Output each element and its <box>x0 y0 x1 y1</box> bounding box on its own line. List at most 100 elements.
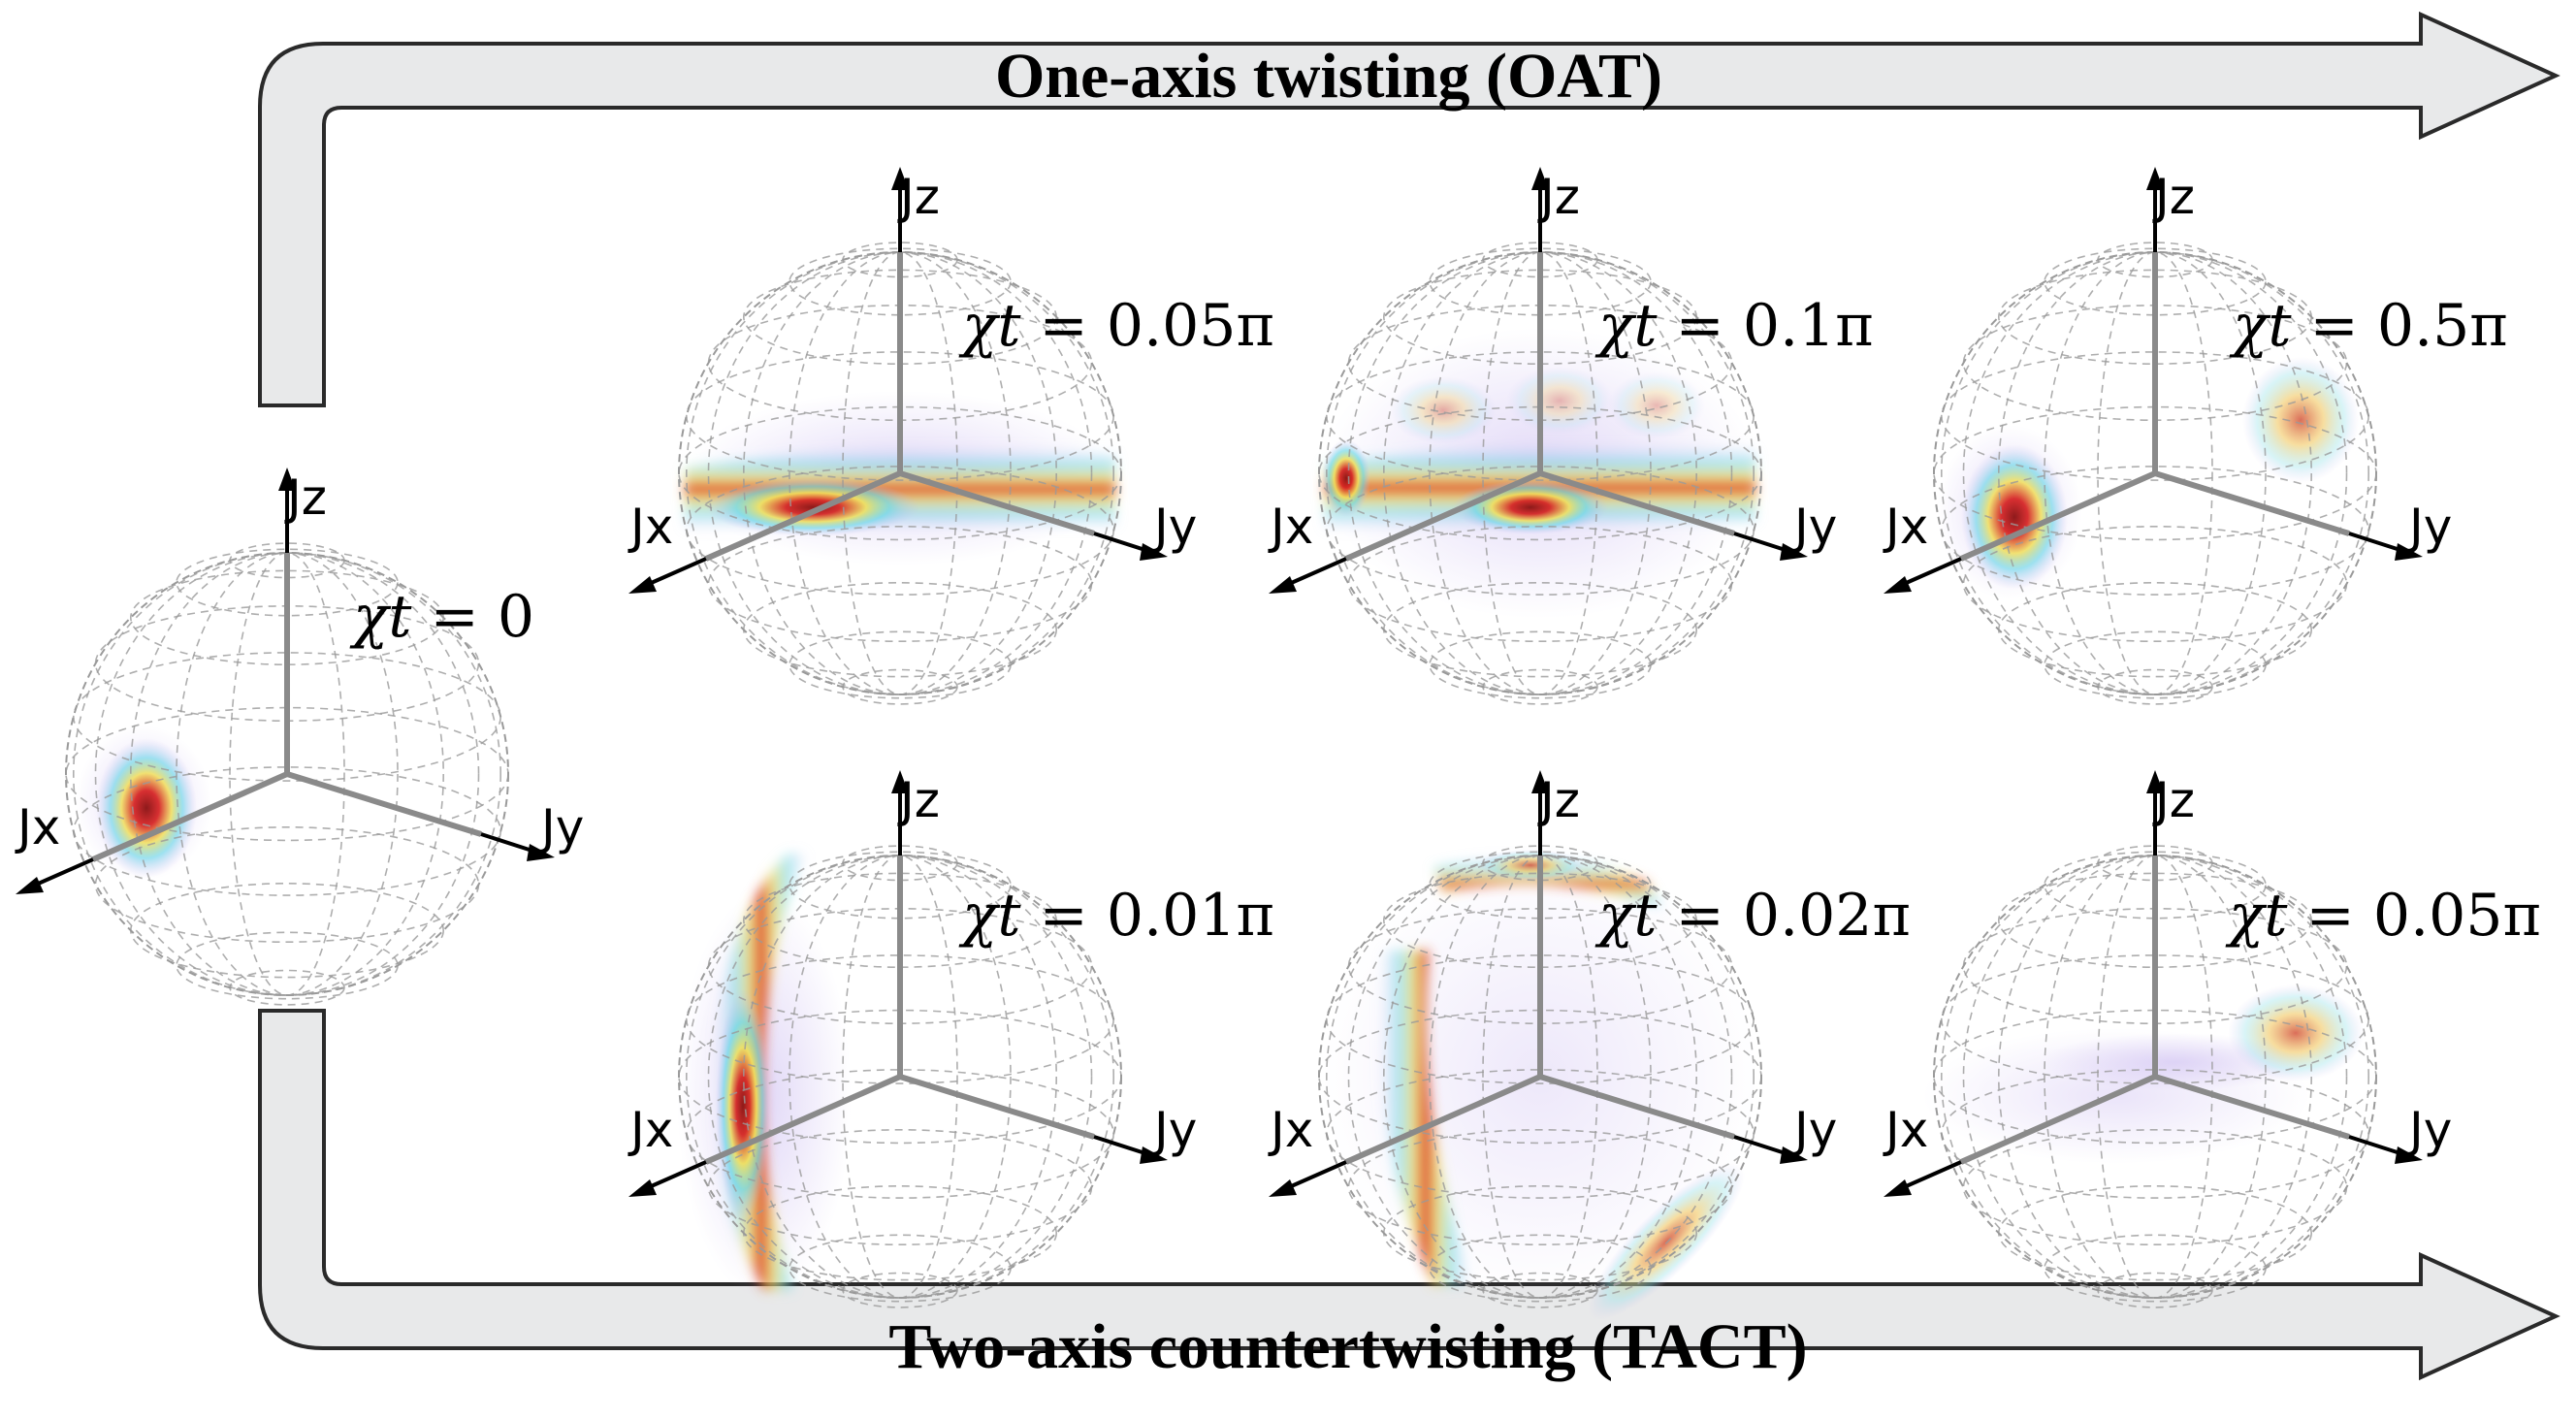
longitude-line <box>1998 855 2312 1299</box>
axis-jy-arrowhead <box>1780 1146 1808 1164</box>
latitude-line <box>743 581 1057 678</box>
latitude-line <box>1962 525 2348 643</box>
axis-jy-inner <box>2154 1074 2350 1140</box>
latitude-line <box>176 931 399 1000</box>
latitude-line <box>686 351 1114 481</box>
axis-jz-arrowhead <box>278 468 296 491</box>
axis-jx-inner <box>1959 1074 2157 1165</box>
sphere-tact-1: Jz Jx Jy χt = 0.01π <box>628 770 1274 1308</box>
axis-jy-arrowhead <box>1140 1146 1168 1164</box>
axis-label-jz: Jz <box>1537 169 1580 225</box>
axis-jx-inner <box>1344 470 1542 562</box>
latitude-line <box>176 548 399 617</box>
latitude-line <box>1326 351 1755 481</box>
latitude-line <box>73 652 501 782</box>
time-label: χt = 0.05π <box>2225 882 2541 950</box>
latitude-line <box>707 525 1093 643</box>
axis-jx-arrowhead <box>16 877 44 894</box>
sphere-initial: Jz Jx Jy χt = 0 <box>15 468 584 1006</box>
latitude-line <box>1941 954 2369 1084</box>
axis-label-jy: Jy <box>1151 1102 1197 1158</box>
sphere-axes <box>628 770 1168 1197</box>
latitude-line <box>1941 466 2369 596</box>
longitude-line <box>707 855 1093 1299</box>
axis-label-jz: Jz <box>1537 772 1580 828</box>
longitude-line <box>1962 855 2348 1299</box>
axis-jx-inner <box>1959 470 2157 562</box>
axis-label-jz: Jz <box>2152 772 2195 828</box>
latitude-line <box>1347 525 1733 643</box>
axis-jz-arrowhead <box>891 167 909 190</box>
latitude-line <box>686 466 1114 596</box>
axis-jy-arrowhead <box>2395 1146 2423 1164</box>
axis-jy-inner <box>2154 470 2350 536</box>
sphere-oat-2: Jz Jx Jy χt = 0.1π <box>1268 167 1874 705</box>
axis-label-jx: Jx <box>15 799 60 855</box>
time-label: χt = 0 <box>349 583 534 651</box>
axis-jy-arrowhead <box>527 844 555 861</box>
axis-jy-inner <box>1539 1074 1735 1140</box>
longitude-line <box>707 251 1093 695</box>
latitude-line <box>1998 269 2312 365</box>
axis-label-jz: Jz <box>284 469 327 526</box>
sphere-axes <box>628 167 1168 594</box>
latitude-line <box>1383 1184 1697 1281</box>
oat-arrow: One-axis twisting (OAT) <box>258 11 2560 407</box>
axis-label-jy: Jy <box>1791 499 1837 555</box>
axis-jy-arrowhead <box>2395 543 2423 561</box>
latitude-line <box>130 569 444 665</box>
sphere-grid <box>1318 845 1762 1308</box>
latitude-line <box>686 1069 1114 1199</box>
latitude-line <box>2044 1234 2267 1303</box>
axis-jx-arrowhead <box>1884 1179 1912 1197</box>
axis-jx-inner <box>704 470 902 562</box>
axis-jz-arrowhead <box>1531 770 1549 793</box>
heatmap-tact-3 <box>1922 984 2364 1164</box>
axis-jy-inner <box>899 1074 1095 1140</box>
axis-label-jz: Jz <box>897 169 940 225</box>
longitude-line <box>1347 855 1733 1299</box>
axis-jz-arrowhead <box>1531 167 1549 190</box>
longitude-line <box>743 251 1057 695</box>
axis-jy-arrowhead <box>1780 543 1808 561</box>
latitude-line <box>1429 851 1652 920</box>
axis-jz-arrowhead <box>891 770 909 793</box>
sphere-oat-1: Jz Jx Jy χt = 0.05π <box>628 167 1274 705</box>
latitude-line <box>1941 1069 2369 1199</box>
latitude-line <box>686 954 1114 1084</box>
sphere-axes <box>1884 167 2423 594</box>
sphere-grid <box>678 242 1122 705</box>
latitude-line <box>743 872 1057 968</box>
axis-jy-arrowhead <box>1140 543 1168 561</box>
axis-jx-arrowhead <box>628 1179 657 1197</box>
latitude-line <box>1383 269 1697 365</box>
latitude-line <box>707 1128 1093 1246</box>
latitude-line <box>1429 247 1652 316</box>
axis-jx-arrowhead <box>1269 1179 1297 1197</box>
latitude-line <box>1998 1184 2312 1281</box>
latitude-line <box>743 1184 1057 1281</box>
latitude-line <box>2044 247 2267 316</box>
latitude-line <box>1383 581 1697 678</box>
time-label: χt = 0.1π <box>1594 292 1874 360</box>
axis-label-jx: Jx <box>1883 1102 1928 1158</box>
latitude-line <box>2044 630 2267 699</box>
latitude-line <box>1962 1128 2348 1246</box>
latitude-line <box>130 882 444 979</box>
axis-label-jz: Jz <box>897 772 940 828</box>
time-label: χt = 0.5π <box>2229 292 2508 360</box>
time-label: χt = 0.02π <box>1594 882 1911 950</box>
latitude-line <box>789 851 1012 920</box>
longitude-line <box>1383 251 1697 695</box>
sphere-oat-3: Jz Jx Jy χt = 0.5π <box>1883 167 2508 705</box>
axis-jx-arrowhead <box>628 576 657 594</box>
longitude-line <box>94 552 480 996</box>
latitude-line <box>1326 1069 1755 1199</box>
axis-jx-arrowhead <box>1269 576 1297 594</box>
sphere-axes <box>1269 167 1808 594</box>
axis-jy-inner <box>1539 470 1735 536</box>
axis-jy-inner <box>899 470 1095 536</box>
axis-label-jy: Jy <box>1151 499 1197 555</box>
latitude-line <box>1429 1234 1652 1303</box>
